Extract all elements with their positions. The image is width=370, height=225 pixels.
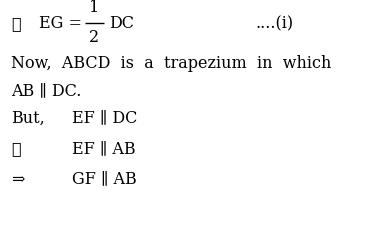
Text: AB ∥ DC.: AB ∥ DC.: [11, 83, 81, 100]
Text: 1: 1: [89, 0, 100, 16]
Text: ....(i): ....(i): [255, 15, 293, 32]
Text: EG =: EG =: [39, 15, 87, 32]
Text: But,: But,: [11, 110, 45, 127]
Text: Now,  ABCD  is  a  trapezium  in  which: Now, ABCD is a trapezium in which: [11, 54, 332, 72]
Text: EF ∥ DC: EF ∥ DC: [72, 110, 138, 127]
Text: EF ∥ AB: EF ∥ AB: [72, 140, 136, 157]
Text: ∴: ∴: [11, 140, 21, 157]
Text: 2: 2: [89, 29, 100, 46]
Text: GF ∥ AB: GF ∥ AB: [72, 170, 137, 187]
Text: DC: DC: [109, 15, 134, 32]
Text: ⇒: ⇒: [11, 170, 24, 187]
Text: ∴: ∴: [11, 15, 21, 32]
